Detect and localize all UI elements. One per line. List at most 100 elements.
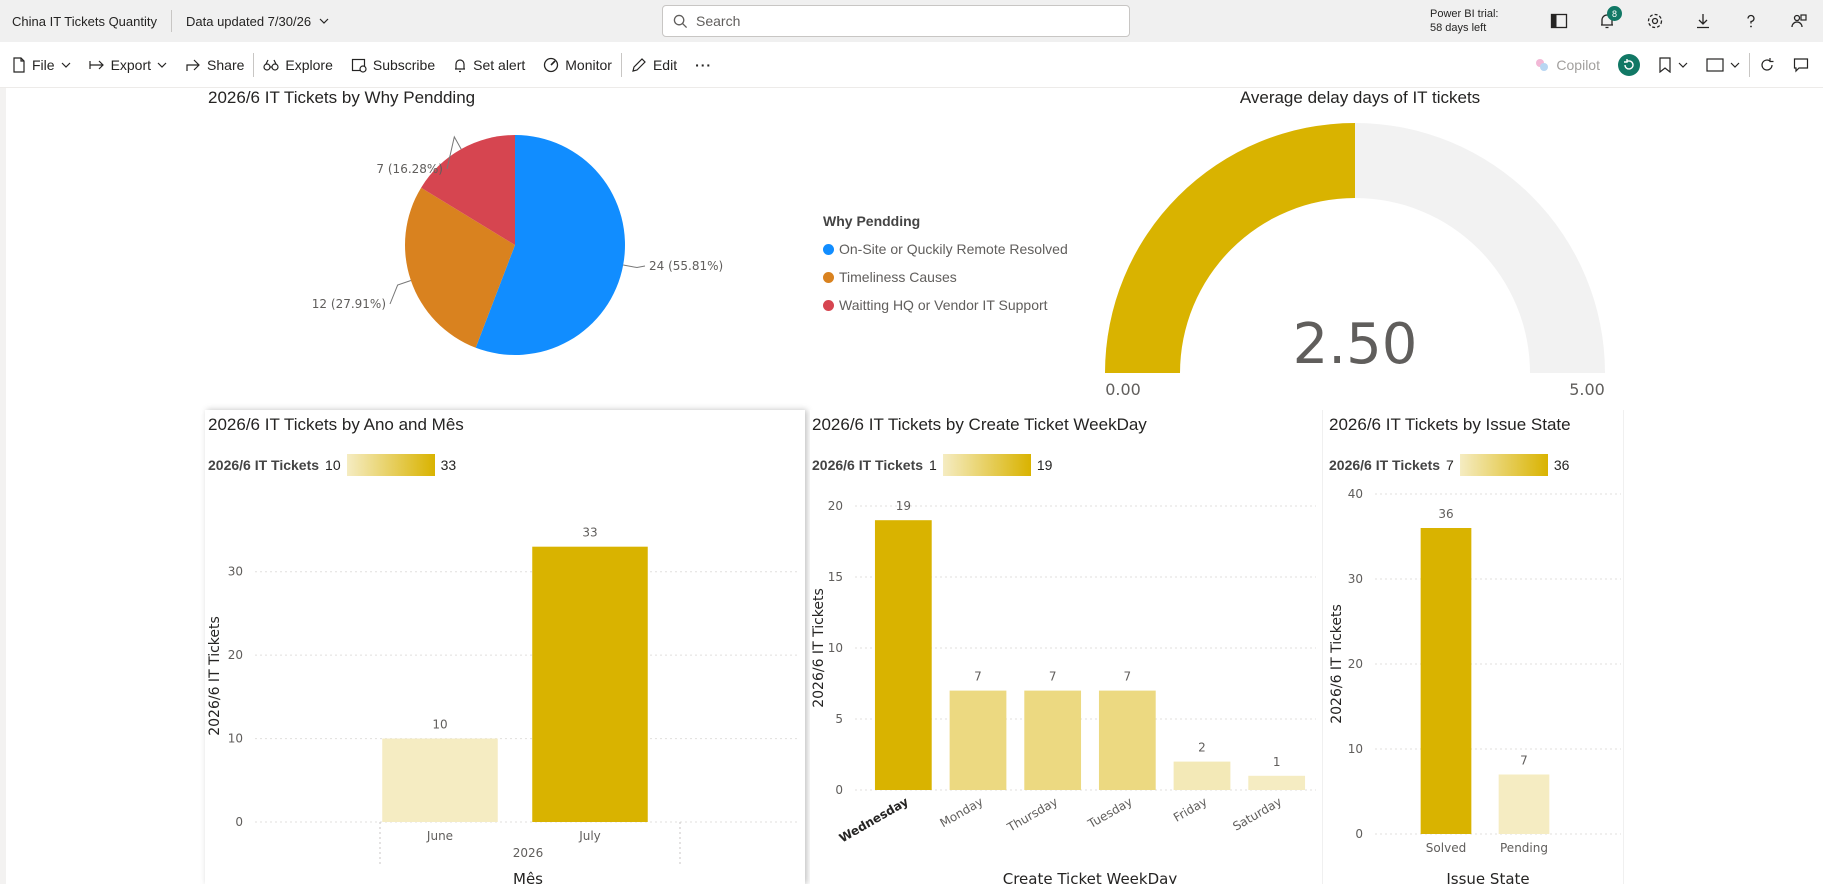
edit-button[interactable]: Edit (622, 42, 686, 88)
pie-title: 2026/6 IT Tickets by Why Pendding (208, 88, 476, 107)
legend-label: 2026/6 IT Tickets (208, 457, 320, 473)
subscribe-icon (351, 58, 367, 73)
more-options-button[interactable]: ··· (686, 42, 721, 88)
comment-icon[interactable] (1784, 42, 1823, 88)
pie-slice (421, 135, 515, 245)
y-tick-label: 15 (828, 570, 843, 584)
canvas-left-edge (0, 88, 6, 884)
gradient-bar (346, 454, 435, 476)
legend-dot (823, 299, 834, 311)
copilot-label: Copilot (1556, 57, 1600, 73)
y-tick-label: 10 (828, 641, 843, 655)
y-axis-title: 2026/6 IT Tickets (207, 616, 223, 736)
bar-data-label: 1 (1273, 755, 1281, 769)
x-group-label: 2026 (513, 846, 544, 860)
export-menu[interactable]: Export (80, 42, 176, 88)
file-label: File (32, 56, 55, 73)
bar-chart-weekday-visual[interactable]: 2026/6 IT Tickets by Create Ticket WeekD… (810, 410, 1320, 884)
bar (1024, 690, 1082, 790)
legend-min: 10 (325, 457, 341, 473)
bar-chart-month-visual[interactable]: 2026/6 IT Tickets by Ano and Mês 2026/6 … (205, 410, 805, 884)
divider (171, 10, 172, 32)
bar-data-label: 7 (1520, 754, 1528, 768)
bar-data-label: 2 (1198, 741, 1206, 755)
refresh-icon[interactable] (1750, 42, 1784, 88)
help-icon[interactable] (1727, 0, 1775, 42)
file-menu[interactable]: File (0, 42, 80, 88)
gauge-max-label: 5.00 (1569, 380, 1605, 399)
divider (1749, 53, 1750, 77)
explore-button[interactable]: Explore (254, 42, 341, 88)
share-people-icon[interactable] (1775, 0, 1823, 42)
share-button[interactable]: Share (176, 42, 253, 88)
gauge-visual[interactable]: Average delay days of IT tickets 2.50 0.0… (1090, 88, 1630, 408)
report-toolbar: File Export Share Explore Subscribe Set … (0, 42, 1823, 88)
chevron-down-icon (61, 62, 70, 68)
settings-gear-icon[interactable] (1631, 0, 1679, 42)
panel-toggle-icon[interactable] (1535, 0, 1583, 42)
chevron-down-icon (1678, 62, 1688, 68)
legend-item-timeliness[interactable]: Timeliness Causes (823, 263, 1068, 291)
set-alert-button[interactable]: Set alert (444, 42, 534, 88)
y-tick-label: 0 (835, 783, 843, 797)
monitor-button[interactable]: Monitor (534, 42, 621, 88)
bar3-title: 2026/6 IT Tickets by Issue State (1329, 415, 1571, 434)
y-tick-label: 30 (228, 565, 243, 579)
more-label: ··· (695, 56, 713, 73)
copilot-button[interactable]: Copilot (1525, 42, 1609, 88)
x-tick-label: Tuesday (1085, 794, 1135, 831)
subscribe-button[interactable]: Subscribe (342, 42, 444, 88)
y-tick-label: 20 (1348, 657, 1363, 671)
x-tick-label: Solved (1426, 841, 1466, 855)
bar1-title: 2026/6 IT Tickets by Ano and Mês (208, 415, 464, 434)
chevron-down-icon (157, 62, 167, 68)
bar1-gradient-legend: 2026/6 IT Tickets 10 33 (208, 454, 456, 476)
legend-item-waitting[interactable]: Waitting HQ or Vendor IT Support (823, 291, 1068, 319)
bar-chart-issue-state-visual[interactable]: 2026/6 IT Tickets by Issue State 2026/6 … (1322, 410, 1624, 884)
pie-data-label: 24 (55.81%) (649, 259, 723, 273)
bookmark-icon[interactable] (1649, 42, 1697, 88)
view-mode-icon[interactable] (1697, 42, 1749, 88)
legend-dot (823, 243, 834, 255)
x-tick-label: June (426, 829, 453, 843)
pie-chart: 24 (55.81%) 12 (27.91%) 7 (16.28%) (312, 135, 723, 355)
trial-line-1: Power BI trial: (1430, 8, 1499, 20)
data-updated-label: Data updated 7/30/26 (186, 13, 312, 29)
gauge-min-label: 0.00 (1105, 380, 1141, 399)
refresh-visuals-icon[interactable] (1609, 42, 1649, 88)
y-tick-label: 0 (235, 815, 243, 829)
x-axis-title: Issue State (1446, 870, 1529, 884)
pie-leader-line (446, 135, 462, 170)
x-tick-label: Friday (1171, 794, 1210, 824)
pie-legend: Why Pendding On-Site or Quckily Remote R… (823, 213, 1068, 319)
pencil-icon (632, 57, 646, 72)
chevron-down-icon (319, 18, 329, 24)
data-updated-dropdown[interactable]: Data updated 7/30/26 (186, 14, 329, 29)
pie-visual[interactable]: 2026/6 IT Tickets by Why Pendding 24 (55… (205, 88, 1085, 408)
y-axis-title: 2026/6 IT Tickets (1329, 604, 1345, 724)
gauge-chart: 2.50 0.00 5.00 (1105, 123, 1605, 399)
gauge-fill (1105, 123, 1355, 373)
notifications-icon[interactable]: 8 (1583, 0, 1631, 42)
export-arrow-icon (88, 60, 104, 69)
bar (532, 546, 648, 822)
edit-label: Edit (652, 56, 678, 73)
set-alert-label: Set alert (473, 56, 526, 73)
bar (1420, 528, 1472, 834)
legend-item-onsite[interactable]: On-Site or Quckily Remote Resolved (823, 235, 1068, 263)
share-icon (186, 59, 200, 71)
download-icon[interactable] (1679, 0, 1727, 42)
trial-line-2: 58 days left (1430, 22, 1487, 34)
legend-max: 36 (1553, 457, 1570, 473)
bar3-gradient-legend: 2026/6 IT Tickets 7 36 (1329, 454, 1569, 476)
legend-label: 2026/6 IT Tickets (812, 457, 924, 473)
x-tick-label: July (578, 829, 601, 843)
x-tick-label: Thursday (1004, 794, 1060, 835)
pie-leader-line (623, 264, 646, 269)
x-axis-title: Mês (513, 870, 543, 884)
bar (949, 690, 1007, 790)
pie-legend-title: Why Pendding (823, 213, 921, 229)
binoculars-icon (263, 59, 279, 71)
search-input[interactable]: Search (662, 5, 1130, 37)
y-tick-label: 10 (228, 732, 243, 746)
